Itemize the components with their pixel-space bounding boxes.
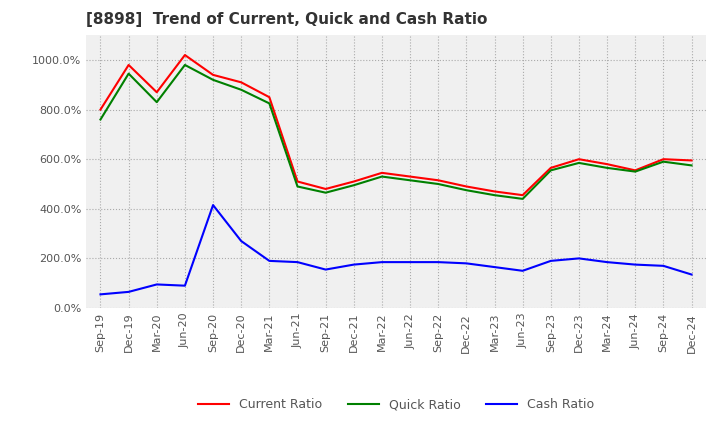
Quick Ratio xyxy=(575,160,583,165)
Quick Ratio xyxy=(153,99,161,105)
Current Ratio xyxy=(293,179,302,184)
Quick Ratio xyxy=(462,187,471,193)
Cash Ratio xyxy=(96,292,105,297)
Quick Ratio xyxy=(377,174,386,179)
Quick Ratio xyxy=(237,87,246,92)
Cash Ratio xyxy=(293,260,302,265)
Line: Current Ratio: Current Ratio xyxy=(101,55,691,195)
Text: [8898]  Trend of Current, Quick and Cash Ratio: [8898] Trend of Current, Quick and Cash … xyxy=(86,12,487,27)
Current Ratio xyxy=(349,179,358,184)
Cash Ratio xyxy=(462,261,471,266)
Current Ratio xyxy=(490,189,499,194)
Current Ratio xyxy=(237,80,246,85)
Quick Ratio xyxy=(125,71,133,76)
Quick Ratio xyxy=(265,101,274,106)
Quick Ratio xyxy=(434,181,443,187)
Current Ratio xyxy=(153,90,161,95)
Cash Ratio xyxy=(321,267,330,272)
Quick Ratio xyxy=(293,184,302,189)
Current Ratio xyxy=(96,107,105,112)
Cash Ratio xyxy=(265,258,274,264)
Quick Ratio xyxy=(603,165,611,171)
Cash Ratio xyxy=(631,262,639,267)
Current Ratio xyxy=(631,168,639,173)
Cash Ratio xyxy=(406,260,415,265)
Quick Ratio xyxy=(96,117,105,122)
Current Ratio xyxy=(181,52,189,58)
Quick Ratio xyxy=(321,190,330,195)
Current Ratio xyxy=(406,174,415,179)
Current Ratio xyxy=(321,186,330,191)
Cash Ratio xyxy=(659,263,667,268)
Current Ratio xyxy=(377,170,386,176)
Cash Ratio xyxy=(434,260,443,265)
Current Ratio xyxy=(265,95,274,100)
Quick Ratio xyxy=(659,159,667,164)
Quick Ratio xyxy=(349,183,358,188)
Cash Ratio xyxy=(349,262,358,267)
Current Ratio xyxy=(518,193,527,198)
Quick Ratio xyxy=(406,178,415,183)
Legend: Current Ratio, Quick Ratio, Cash Ratio: Current Ratio, Quick Ratio, Cash Ratio xyxy=(193,393,599,416)
Cash Ratio xyxy=(518,268,527,273)
Current Ratio xyxy=(462,184,471,189)
Current Ratio xyxy=(659,157,667,162)
Cash Ratio xyxy=(181,283,189,288)
Quick Ratio xyxy=(209,77,217,82)
Current Ratio xyxy=(546,165,555,171)
Quick Ratio xyxy=(546,168,555,173)
Quick Ratio xyxy=(631,169,639,174)
Cash Ratio xyxy=(153,282,161,287)
Cash Ratio xyxy=(209,202,217,208)
Quick Ratio xyxy=(181,62,189,68)
Cash Ratio xyxy=(377,260,386,265)
Current Ratio xyxy=(603,161,611,167)
Current Ratio xyxy=(575,157,583,162)
Line: Cash Ratio: Cash Ratio xyxy=(101,205,691,294)
Cash Ratio xyxy=(125,289,133,294)
Cash Ratio xyxy=(490,264,499,270)
Quick Ratio xyxy=(687,163,696,168)
Cash Ratio xyxy=(603,260,611,265)
Current Ratio xyxy=(209,72,217,77)
Cash Ratio xyxy=(575,256,583,261)
Quick Ratio xyxy=(518,196,527,202)
Cash Ratio xyxy=(237,238,246,244)
Cash Ratio xyxy=(687,272,696,277)
Line: Quick Ratio: Quick Ratio xyxy=(101,65,691,199)
Current Ratio xyxy=(687,158,696,163)
Quick Ratio xyxy=(490,193,499,198)
Current Ratio xyxy=(434,178,443,183)
Cash Ratio xyxy=(546,258,555,264)
Current Ratio xyxy=(125,62,133,68)
